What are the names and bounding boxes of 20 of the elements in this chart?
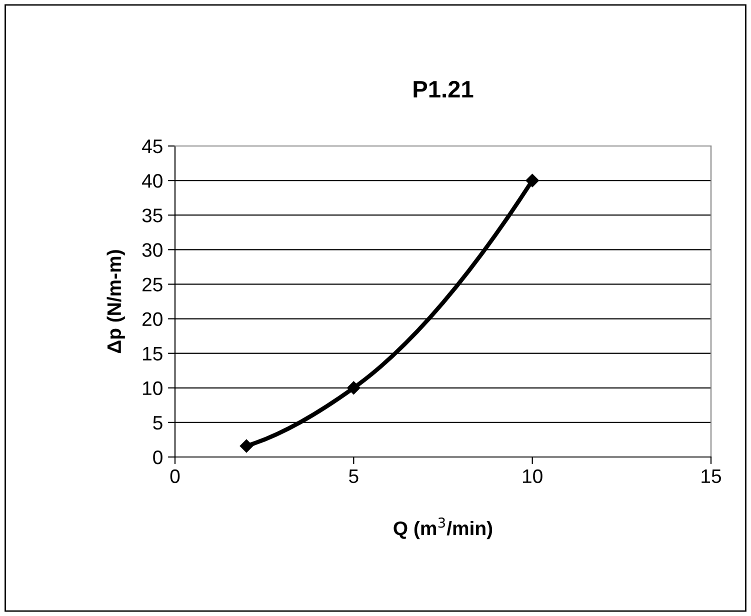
x-axis-title: Q (m$^{3}$/min) <box>394 517 492 540</box>
y-tick-label: 0 <box>153 450 162 464</box>
y-tick-label: 35 <box>142 208 162 222</box>
x-tick-label: 5 <box>349 470 358 484</box>
y-tick-label: 5 <box>153 416 162 430</box>
point <box>240 439 254 453</box>
y-tick-label: 45 <box>142 140 162 154</box>
point <box>347 381 360 394</box>
y-tick-label: 25 <box>142 278 162 292</box>
x-tick-label: 10 <box>523 469 542 484</box>
chart-title: P1.21 <box>414 80 474 98</box>
y-tick-label: 20 <box>142 312 162 326</box>
y-tick-label: 40 <box>142 174 162 188</box>
y-axis-title: Δp (N/m-m) <box>106 250 125 354</box>
x-tick-label: 0 <box>170 469 180 484</box>
y-tick-label: 10 <box>143 381 162 396</box>
x-tick-label: 15 <box>702 470 721 484</box>
y-tick-label: 15 <box>143 347 162 361</box>
point <box>526 174 539 188</box>
y-tick-label: 30 <box>142 243 162 257</box>
